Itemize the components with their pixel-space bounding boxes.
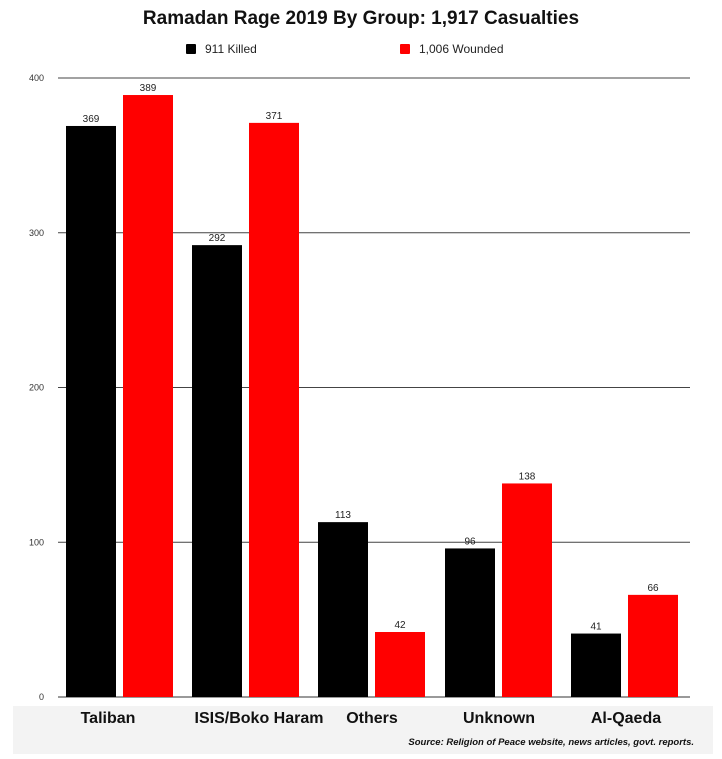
bar-taliban-killed (66, 125, 116, 697)
bar-isis-boko-haram-wounded (249, 122, 299, 697)
bar-others-killed (318, 522, 368, 697)
legend-item-killed: 911 Killed (186, 42, 257, 56)
data-label: 66 (647, 583, 659, 594)
y-tick-label-100: 100 (29, 537, 44, 547)
y-tick-label-300: 300 (29, 228, 44, 238)
legend-swatch-wounded (400, 44, 410, 54)
y-tick-label-400: 400 (29, 73, 44, 83)
data-label: 292 (209, 233, 226, 244)
chart-title: Ramadan Rage 2019 By Group: 1,917 Casual… (142, 8, 580, 29)
data-label: 96 (464, 536, 476, 547)
legend-swatch-killed (186, 44, 196, 54)
bar-al-qaeda-wounded (628, 594, 678, 697)
y-tick-label-200: 200 (29, 383, 44, 393)
y-tick-label-0: 0 (39, 692, 44, 702)
bar-isis-boko-haram-killed (192, 245, 242, 697)
x-tick-label: Unknown (463, 710, 535, 727)
bar-taliban-wounded (123, 95, 173, 697)
data-label: 41 (590, 622, 602, 633)
bar-unknown-killed (445, 548, 495, 697)
data-label: 42 (394, 620, 406, 631)
data-label: 389 (140, 83, 157, 94)
footer-band (13, 706, 713, 754)
legend-item-wounded: 1,006 Wounded (400, 42, 504, 56)
data-label: 138 (519, 471, 536, 482)
x-tick-label: Al-Qaeda (591, 710, 661, 727)
x-tick-label: ISIS/Boko Haram (195, 710, 324, 727)
data-label: 113 (335, 510, 351, 521)
legend-label-killed: 911 Killed (205, 42, 257, 56)
source-note: Source: Religion of Peace website, news … (408, 737, 694, 748)
bar-unknown-wounded (502, 483, 552, 697)
data-label: 369 (83, 114, 100, 125)
data-label: 371 (266, 111, 283, 122)
bar-others-wounded (375, 632, 425, 697)
legend: 911 Killed 1,006 Wounded (0, 42, 722, 60)
legend-label-wounded: 1,006 Wounded (419, 42, 504, 56)
x-tick-label: Others (346, 710, 398, 727)
x-tick-label: Taliban (81, 710, 136, 727)
bar-al-qaeda-killed (571, 633, 621, 697)
